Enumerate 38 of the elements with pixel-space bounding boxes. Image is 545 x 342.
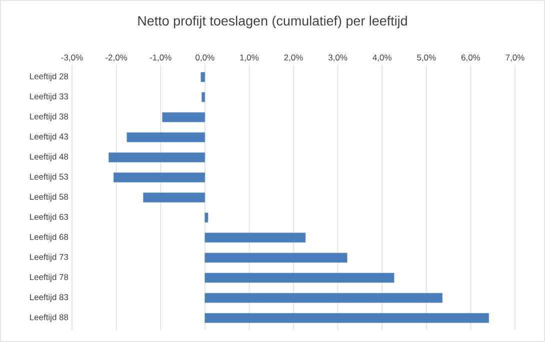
bar [108, 152, 206, 162]
y-tick-label: Leeftijd 73 [30, 254, 68, 262]
bar [204, 313, 490, 323]
bar [143, 192, 206, 202]
x-tick-label: 6,0% [461, 54, 480, 62]
y-tick-label: Leeftijd 53 [30, 173, 68, 182]
bar [126, 132, 206, 142]
bar [162, 112, 206, 122]
x-tick-label: 5,0% [417, 54, 436, 62]
chart-title: Netto profijt toeslagen (cumulatief) per leeftijd [138, 16, 407, 28]
x-tick-label: 0,0% [196, 54, 214, 62]
y-tick-label: Leeftijd 43 [30, 133, 68, 142]
bar [113, 172, 206, 182]
bar [204, 232, 306, 243]
bar [204, 252, 348, 263]
y-tick-label: Leeftijd 83 [30, 294, 68, 302]
y-tick-label: Leeftijd 58 [30, 194, 68, 202]
y-tick-label: Leeftijd 28 [30, 73, 68, 81]
y-tick-label: Leeftijd 63 [30, 214, 68, 222]
y-tick-label: Leeftijd 88 [30, 314, 68, 322]
bar [202, 92, 206, 102]
y-tick-label: Leeftijd 68 [30, 234, 68, 242]
bar [204, 212, 208, 223]
bar [200, 72, 206, 82]
y-tick-label: Leeftijd 78 [30, 274, 68, 282]
y-tick-label: Leeftijd 48 [30, 153, 68, 162]
x-tick-label: 7,0% [506, 54, 524, 62]
bar [204, 272, 394, 283]
x-tick-label: 3,0% [328, 54, 348, 62]
y-tick-label: Leeftijd 38 [30, 113, 68, 122]
x-tick-label: 1,0% [240, 54, 259, 62]
y-tick-label: Leeftijd 33 [30, 93, 68, 102]
x-tick-label: 2,0% [284, 54, 303, 62]
x-tick-label: -1,0% [150, 54, 172, 62]
x-tick-label: -2,0% [106, 54, 128, 62]
x-tick-label: -3,0% [61, 54, 83, 62]
bar [204, 292, 443, 303]
x-tick-label: 4,0% [372, 54, 392, 62]
